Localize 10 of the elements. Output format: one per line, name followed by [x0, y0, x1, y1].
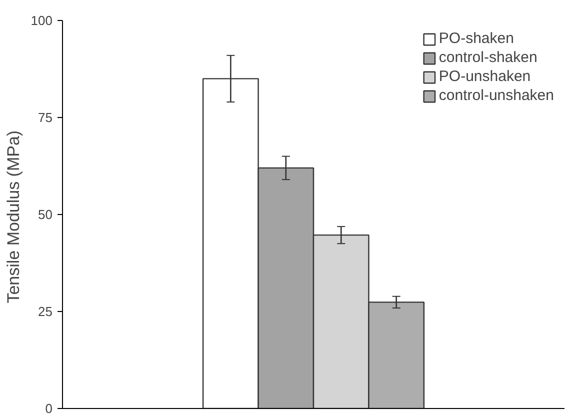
y-tick-label: 100 [30, 13, 53, 28]
legend-label: control-unshaken [438, 87, 554, 104]
y-tick-label: 25 [38, 304, 53, 319]
y-axis-title: Tensile Modulus (MPa) [4, 130, 23, 304]
legend-label: control-shaken [438, 49, 538, 66]
y-tick-label: 75 [38, 110, 53, 125]
legend-label: PO-shaken [438, 30, 514, 47]
y-tick-label: 0 [45, 401, 53, 414]
legend-label: PO-unshaken [438, 68, 531, 85]
y-tick-label: 50 [38, 207, 53, 222]
